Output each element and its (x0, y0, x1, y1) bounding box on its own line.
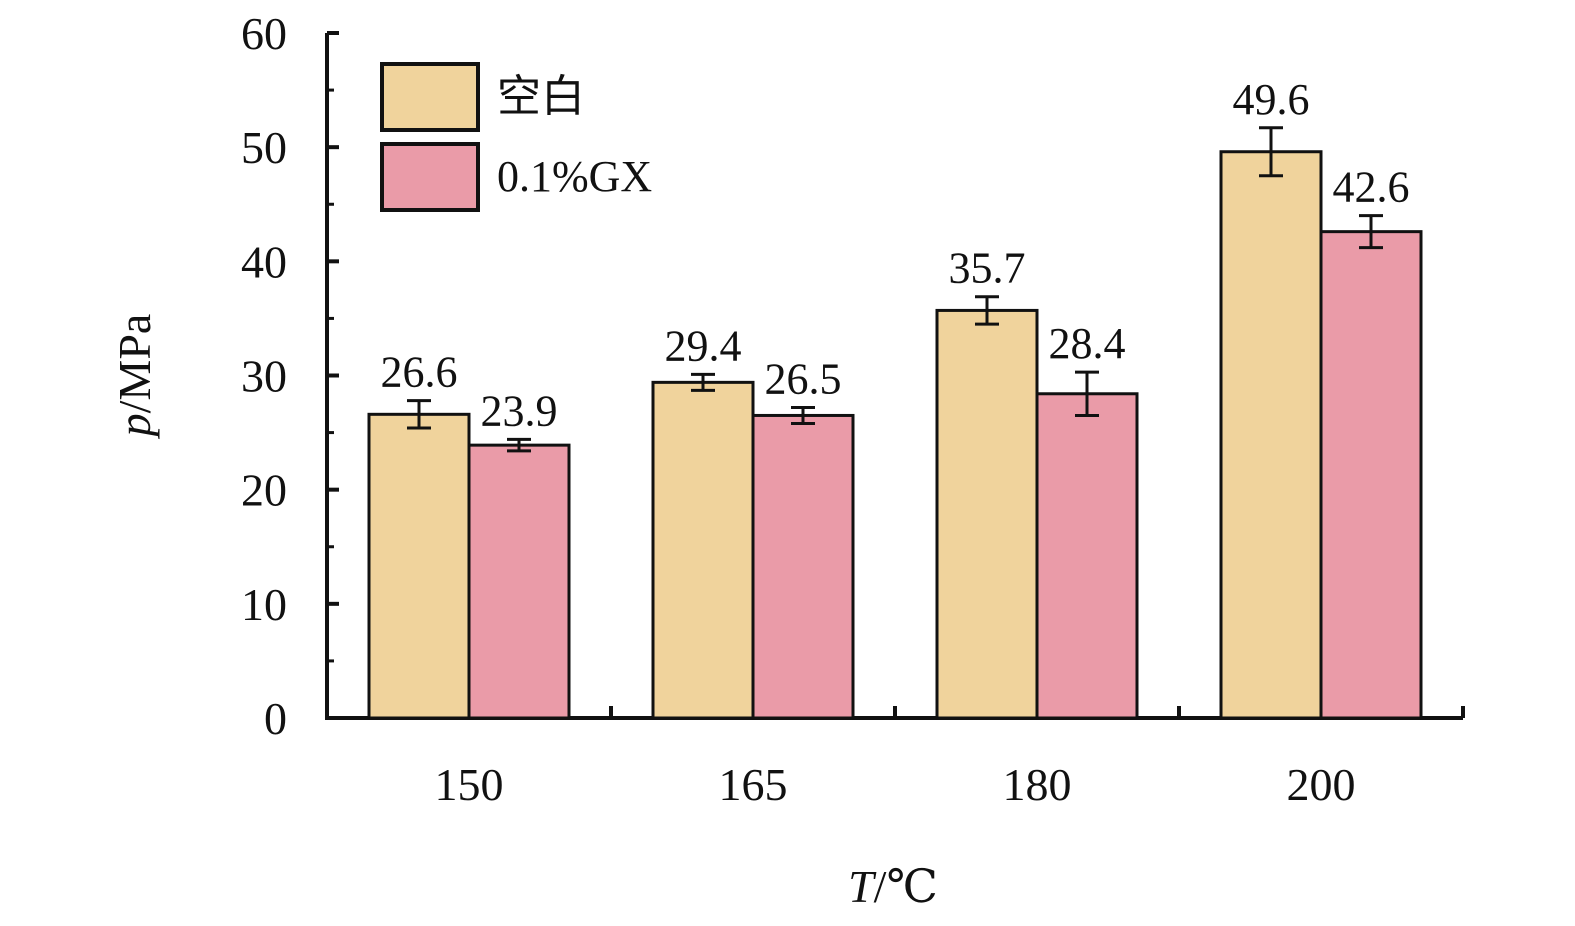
bar (467, 443, 571, 720)
y-tick-label: 30 (241, 351, 287, 402)
y-tick-label: 60 (241, 8, 287, 59)
y-axis-var: p (109, 413, 160, 439)
y-tick-label: 10 (241, 579, 287, 630)
data-label: 42.6 (1333, 163, 1410, 212)
x-tick-label: 180 (1003, 759, 1072, 810)
legend-swatch (380, 142, 480, 212)
data-label: 26.5 (765, 354, 842, 403)
bar (1219, 150, 1323, 720)
axes: 0 10 20 30 40 50 60 150 165 180 200 (241, 8, 1465, 810)
x-axis-var: T (848, 861, 877, 912)
data-label: 26.6 (381, 348, 458, 397)
bar (651, 380, 755, 720)
data-label: 28.4 (1049, 319, 1126, 368)
legend-label: 空白 (497, 72, 585, 121)
x-axis-title: T/℃ (848, 861, 938, 912)
y-tick-label: 40 (241, 236, 287, 287)
data-label: 29.4 (665, 321, 742, 370)
bar (751, 413, 855, 720)
x-tick-label: 150 (435, 759, 504, 810)
y-tick-label: 0 (264, 693, 287, 744)
legend-swatch (380, 62, 480, 132)
data-label: 23.9 (481, 386, 558, 435)
y-axis-title: p/MPa (109, 314, 160, 440)
legend-label: 0.1%GX (497, 152, 652, 201)
x-axis-unit: /℃ (874, 861, 938, 912)
y-tick-label: 50 (241, 122, 287, 173)
bar (367, 412, 471, 720)
bar (935, 308, 1039, 720)
bar (1319, 230, 1423, 720)
x-tick-label: 200 (1287, 759, 1356, 810)
data-label: 35.7 (949, 244, 1026, 293)
data-label: 49.6 (1233, 75, 1310, 124)
bar (1035, 392, 1139, 720)
legend: 空白 0.1%GX (380, 62, 652, 212)
y-tick-label: 20 (241, 465, 287, 516)
bars: 26.6 29.4 35.7 49.6 23.9 26.5 28.4 42.6 (367, 75, 1423, 720)
x-tick-label: 165 (719, 759, 788, 810)
y-axis-unit: /MPa (109, 314, 160, 414)
